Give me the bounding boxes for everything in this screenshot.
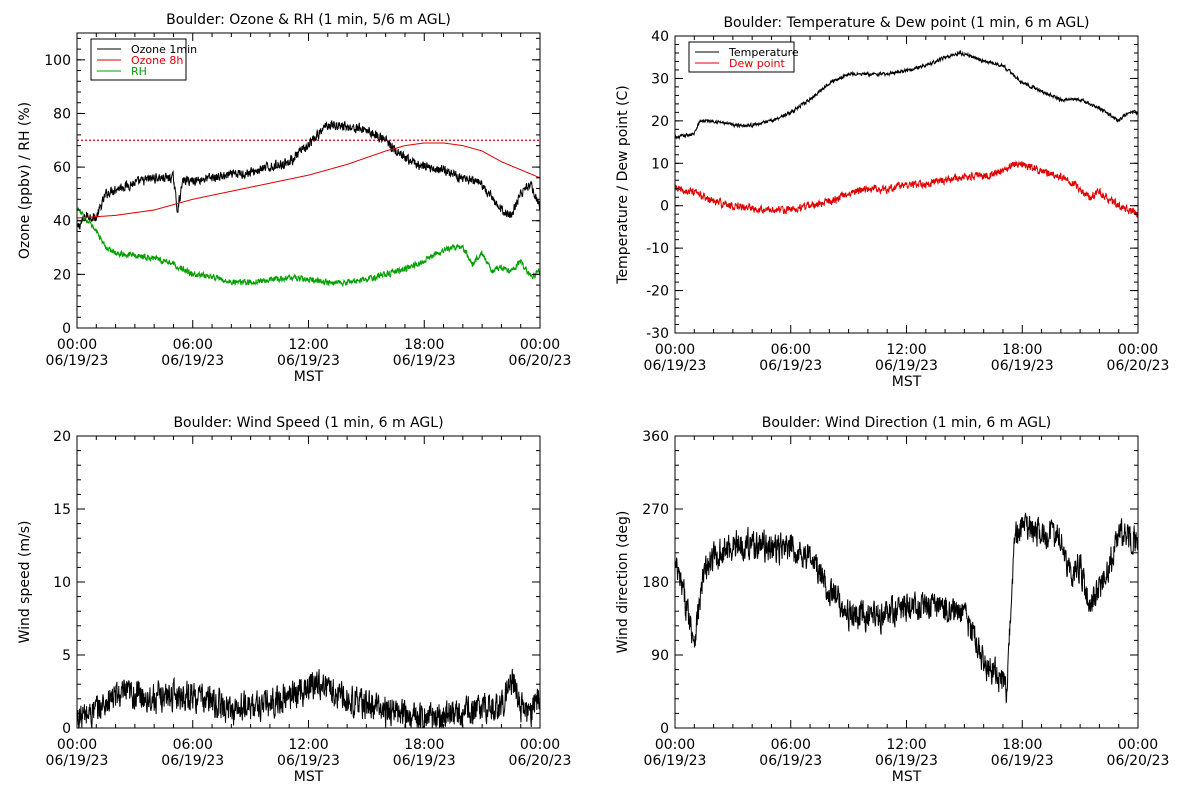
chart-title: Boulder: Temperature & Dew point (1 min,… — [723, 15, 1089, 31]
series-line-ozone-8h — [77, 142, 540, 219]
chart-panel-1: Boulder: Ozone & RH (1 min, 5/6 m AGL) 0 2… — [17, 12, 571, 385]
x-axis-label: MST — [892, 769, 922, 785]
series-line-panel-3 — [77, 668, 540, 728]
x-tick-time-label: 18:00 — [1002, 342, 1042, 358]
y-tick-label: 270 — [642, 502, 669, 518]
x-tick-time-label: 00:00 — [1118, 342, 1158, 358]
y-tick-label: 10 — [53, 575, 71, 591]
x-tick-date-label: 06/20/23 — [509, 353, 572, 369]
chart-panel-4: Boulder: Wind Direction (1 min, 6 m AGL)… — [615, 415, 1169, 785]
y-tick-label: -30 — [646, 326, 669, 342]
x-tick-date-label: 06/19/23 — [393, 353, 456, 369]
x-tick-time-label: 18:00 — [1002, 737, 1042, 753]
x-axis-label: MST — [892, 374, 922, 390]
series-line-temperature — [675, 49, 1138, 141]
y-tick-label: 30 — [651, 71, 669, 87]
y-tick-label: 90 — [651, 648, 669, 664]
y-tick-label: 360 — [642, 429, 669, 445]
chart-title: Boulder: Ozone & RH (1 min, 5/6 m AGL) — [166, 12, 451, 28]
x-tick-time-label: 00:00 — [655, 342, 695, 358]
series-line-rh — [77, 206, 540, 288]
series-line-panel-4 — [675, 512, 1138, 704]
x-tick-date-label: 06/19/23 — [759, 358, 822, 374]
x-tick-date-label: 06/19/23 — [991, 358, 1054, 374]
y-tick-label: 0 — [660, 721, 669, 737]
chart-title: Boulder: Wind Speed (1 min, 6 m AGL) — [173, 415, 443, 431]
y-tick-label: 80 — [53, 106, 71, 122]
y-tick-label: 20 — [53, 429, 71, 445]
x-axis-label: MST — [294, 369, 324, 385]
series-line-ozone-1min — [77, 120, 540, 230]
x-tick-date-label: 06/19/23 — [644, 358, 707, 374]
chart-title: Boulder: Wind Direction (1 min, 6 m AGL) — [762, 415, 1051, 431]
y-tick-label: 5 — [62, 648, 71, 664]
x-tick-time-label: 12:00 — [886, 342, 926, 358]
x-tick-date-label: 06/19/23 — [46, 353, 109, 369]
y-axis-label: Ozone (ppbv) / RH (%) — [17, 102, 33, 259]
x-tick-date-label: 06/19/23 — [277, 753, 340, 769]
x-tick-date-label: 06/19/23 — [759, 753, 822, 769]
x-tick-date-label: 06/19/23 — [161, 353, 224, 369]
chart-panel-3: Boulder: Wind Speed (1 min, 6 m AGL) 0 5 10… — [17, 415, 571, 785]
x-tick-date-label: 06/20/23 — [509, 753, 572, 769]
x-axis-label: MST — [294, 769, 324, 785]
y-axis-label: Temperature / Dew point (C) — [615, 85, 631, 284]
y-tick-label: 20 — [53, 267, 71, 283]
y-tick-label: -20 — [646, 284, 669, 300]
y-tick-label: 60 — [53, 160, 71, 176]
legend-label: Ozone 1min — [131, 43, 197, 56]
legend-label: Ozone 8h — [131, 54, 183, 67]
x-tick-time-label: 00:00 — [57, 337, 97, 353]
legend-label: RH — [131, 65, 147, 78]
y-tick-label: 0 — [660, 199, 669, 215]
x-tick-date-label: 06/19/23 — [277, 353, 340, 369]
x-tick-date-label: 06/19/23 — [161, 753, 224, 769]
y-tick-label: 100 — [44, 53, 71, 69]
x-tick-time-label: 06:00 — [771, 342, 811, 358]
x-tick-date-label: 06/19/23 — [875, 753, 938, 769]
y-tick-label: 180 — [642, 575, 669, 591]
x-tick-time-label: 06:00 — [771, 737, 811, 753]
x-tick-time-label: 00:00 — [655, 737, 695, 753]
y-tick-label: -10 — [646, 241, 669, 257]
x-tick-time-label: 12:00 — [288, 337, 328, 353]
x-tick-time-label: 00:00 — [1118, 737, 1158, 753]
series-line-dew-point — [675, 160, 1138, 218]
y-tick-label: 40 — [53, 214, 71, 230]
y-tick-label: 40 — [651, 29, 669, 45]
x-tick-time-label: 18:00 — [404, 737, 444, 753]
legend-label: Dew point — [729, 57, 785, 70]
x-tick-time-label: 18:00 — [404, 337, 444, 353]
y-axis-label: Wind speed (m/s) — [17, 521, 33, 644]
x-tick-date-label: 06/19/23 — [991, 753, 1054, 769]
x-tick-date-label: 06/19/23 — [46, 753, 109, 769]
x-tick-time-label: 00:00 — [57, 737, 97, 753]
x-tick-time-label: 06:00 — [173, 337, 213, 353]
x-tick-time-label: 06:00 — [173, 737, 213, 753]
x-tick-date-label: 06/20/23 — [1107, 358, 1170, 374]
x-tick-time-label: 12:00 — [886, 737, 926, 753]
x-tick-time-label: 12:00 — [288, 737, 328, 753]
y-tick-label: 20 — [651, 114, 669, 130]
x-tick-date-label: 06/19/23 — [875, 358, 938, 374]
y-tick-label: 15 — [53, 502, 71, 518]
y-tick-label: 0 — [62, 321, 71, 337]
chart-panel-2: Boulder: Temperature & Dew point (1 min,… — [615, 15, 1169, 390]
legend-label: Temperature — [728, 46, 799, 59]
y-axis-label: Wind direction (deg) — [615, 511, 631, 654]
y-tick-label: 0 — [62, 721, 71, 737]
x-tick-time-label: 00:00 — [520, 737, 560, 753]
x-tick-date-label: 06/19/23 — [393, 753, 456, 769]
legend-box — [688, 41, 795, 73]
x-tick-date-label: 06/19/23 — [644, 753, 707, 769]
x-tick-date-label: 06/20/23 — [1107, 753, 1170, 769]
x-tick-time-label: 00:00 — [520, 337, 560, 353]
y-tick-label: 10 — [651, 156, 669, 172]
